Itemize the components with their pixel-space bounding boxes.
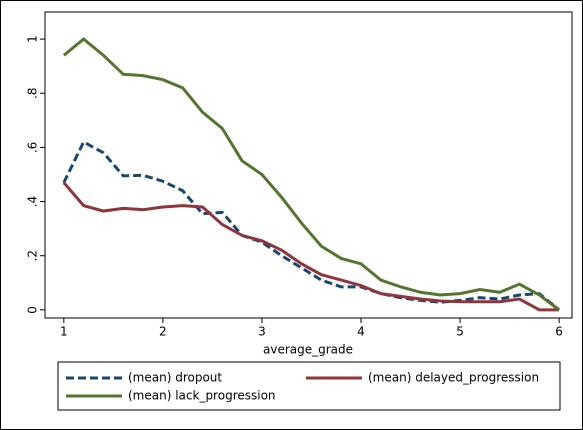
x-tick-label: 3 — [258, 325, 266, 339]
series-line — [62, 139, 561, 312]
series-line — [62, 37, 561, 312]
y-tick-label: 1 — [26, 35, 40, 43]
legend-label: (mean) delayed_progression — [368, 371, 539, 385]
y-tick-label: .8 — [26, 88, 40, 99]
y-tick-label: .2 — [26, 250, 40, 261]
y-tick-label: 0 — [26, 306, 40, 314]
legend-label: (mean) lack_progression — [128, 389, 276, 403]
x-tick-label: 2 — [159, 325, 167, 339]
x-tick-label: 5 — [456, 325, 464, 339]
x-tick-label: 1 — [60, 325, 68, 339]
x-axis-label: average_grade — [263, 343, 353, 357]
x-tick-label: 6 — [555, 325, 563, 339]
legend-label: (mean) dropout — [128, 371, 222, 385]
y-tick-label: .4 — [26, 196, 40, 207]
series-line — [62, 181, 560, 312]
x-tick-label: 4 — [357, 325, 365, 339]
y-tick-label: .6 — [26, 142, 40, 153]
legend-box — [57, 361, 561, 411]
